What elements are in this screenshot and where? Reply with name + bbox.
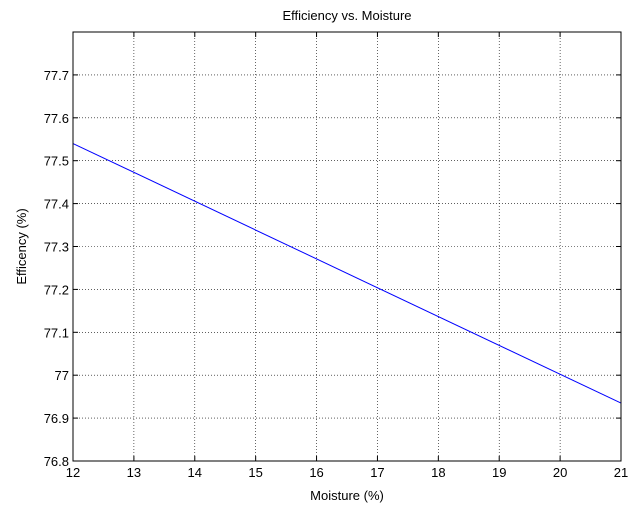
x-tick-label: 15	[248, 465, 262, 480]
y-axis-label: Efficency (%)	[14, 208, 29, 284]
x-tick-label: 13	[127, 465, 141, 480]
y-tick-label: 77.3	[44, 240, 69, 255]
x-axis-ticks: 12 13 14 15 16 17 18 19 20 21	[66, 32, 628, 480]
x-axis-label: Moisture (%)	[310, 488, 384, 503]
x-tick-label: 17	[370, 465, 384, 480]
y-tick-label: 77.1	[44, 325, 69, 340]
grid-lines	[73, 32, 621, 461]
y-tick-label: 77	[55, 368, 69, 383]
y-tick-label: 76.9	[44, 411, 69, 426]
x-tick-label: 12	[66, 465, 80, 480]
x-tick-label: 19	[492, 465, 506, 480]
series-layer	[72, 143, 622, 404]
series-line-0	[72, 143, 622, 404]
x-tick-label: 20	[553, 465, 567, 480]
x-tick-label: 16	[309, 465, 323, 480]
y-axis-ticks: 76.8 76.9 77 77.1 77.2 77.3 77.4 77.5 77.6 77.7	[44, 68, 621, 469]
y-tick-label: 77.5	[44, 154, 69, 169]
x-tick-label: 21	[614, 465, 628, 480]
y-tick-label: 76.8	[44, 454, 69, 469]
y-tick-label: 77.7	[44, 68, 69, 83]
y-tick-label: 77.6	[44, 111, 69, 126]
y-tick-label: 77.4	[44, 197, 69, 212]
chart-title: Efficiency vs. Moisture	[282, 8, 411, 23]
x-tick-label: 18	[431, 465, 445, 480]
x-tick-label: 14	[188, 465, 202, 480]
y-tick-label: 77.2	[44, 282, 69, 297]
